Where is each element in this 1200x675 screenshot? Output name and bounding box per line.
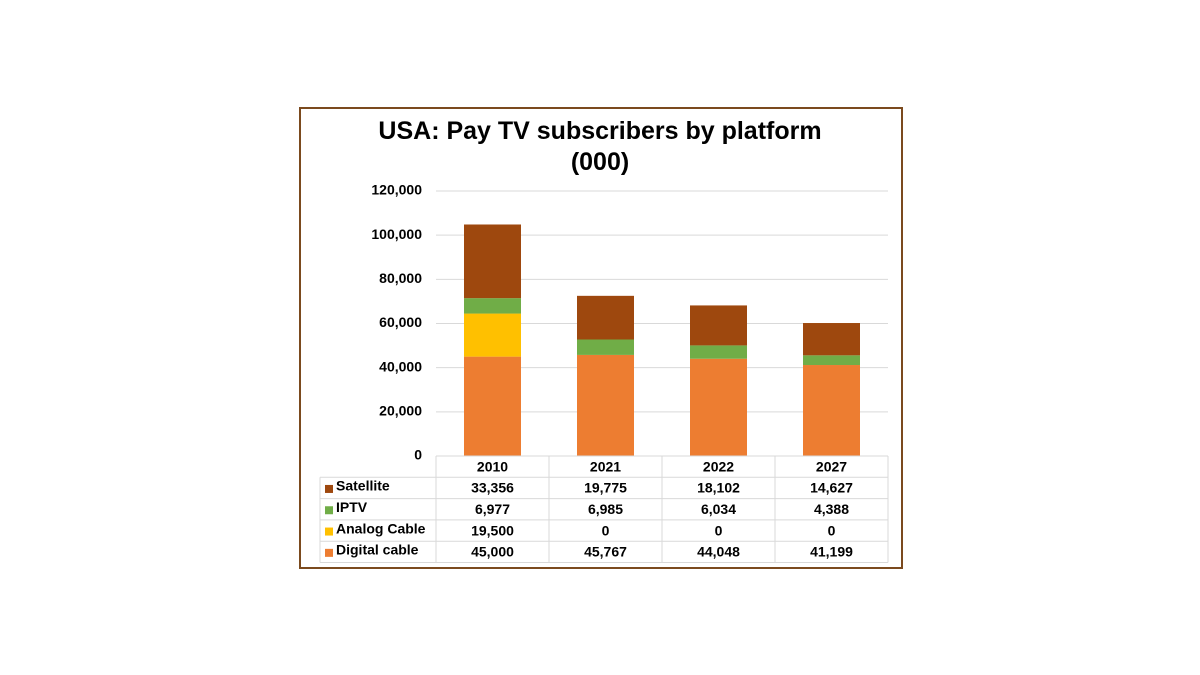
table-value: 6,977 bbox=[475, 501, 510, 517]
bar-segment bbox=[464, 224, 521, 299]
chart-frame bbox=[299, 107, 903, 569]
table-value: 4,388 bbox=[814, 501, 849, 517]
bar-segment bbox=[690, 345, 747, 359]
bar-segment bbox=[577, 295, 634, 340]
legend-swatch bbox=[325, 506, 333, 515]
y-tick-label: 60,000 bbox=[379, 314, 422, 330]
legend-swatch bbox=[325, 484, 333, 493]
y-tick-label: 120,000 bbox=[371, 182, 422, 198]
legend-swatch bbox=[325, 548, 333, 557]
table-value: 0 bbox=[715, 522, 723, 538]
x-tick-label: 2027 bbox=[816, 458, 847, 474]
table-value: 19,500 bbox=[471, 522, 514, 538]
legend-swatch bbox=[325, 527, 333, 536]
legend-label: Digital cable bbox=[336, 542, 419, 558]
table-value: 44,048 bbox=[697, 544, 740, 560]
table-value: 45,000 bbox=[471, 544, 514, 560]
table-value: 6,034 bbox=[701, 501, 736, 517]
y-tick-label: 100,000 bbox=[371, 226, 422, 242]
table-value: 33,356 bbox=[471, 480, 514, 496]
bar-segment bbox=[690, 358, 747, 456]
bar-segment bbox=[464, 298, 521, 314]
table-value: 41,199 bbox=[810, 544, 853, 560]
y-tick-label: 80,000 bbox=[379, 270, 422, 286]
legend-label: IPTV bbox=[336, 499, 368, 515]
x-tick-label: 2022 bbox=[703, 458, 734, 474]
x-tick-label: 2021 bbox=[590, 458, 621, 474]
table-value: 45,767 bbox=[584, 544, 627, 560]
table-value: 6,985 bbox=[588, 501, 623, 517]
y-tick-label: 40,000 bbox=[379, 358, 422, 374]
legend-label: Analog Cable bbox=[336, 520, 426, 536]
bar-segment bbox=[577, 354, 634, 456]
bar-segment bbox=[803, 355, 860, 366]
bar-segment bbox=[464, 313, 521, 357]
table-value: 18,102 bbox=[697, 480, 740, 496]
x-tick-label: 2010 bbox=[477, 458, 508, 474]
chart-title: USA: Pay TV subscribers by platform (000… bbox=[378, 117, 822, 176]
bar-segment bbox=[464, 356, 521, 456]
y-tick-label: 20,000 bbox=[379, 403, 422, 419]
table-value: 19,775 bbox=[584, 480, 627, 496]
bar-segment bbox=[577, 339, 634, 355]
table-value: 14,627 bbox=[810, 480, 853, 496]
y-tick-label: 0 bbox=[414, 447, 422, 463]
table-value: 0 bbox=[602, 522, 610, 538]
legend-label: Satellite bbox=[336, 478, 390, 494]
bar-segment bbox=[803, 365, 860, 456]
bar-segment bbox=[803, 323, 860, 356]
bar-segment bbox=[690, 305, 747, 346]
table-value: 0 bbox=[828, 522, 836, 538]
